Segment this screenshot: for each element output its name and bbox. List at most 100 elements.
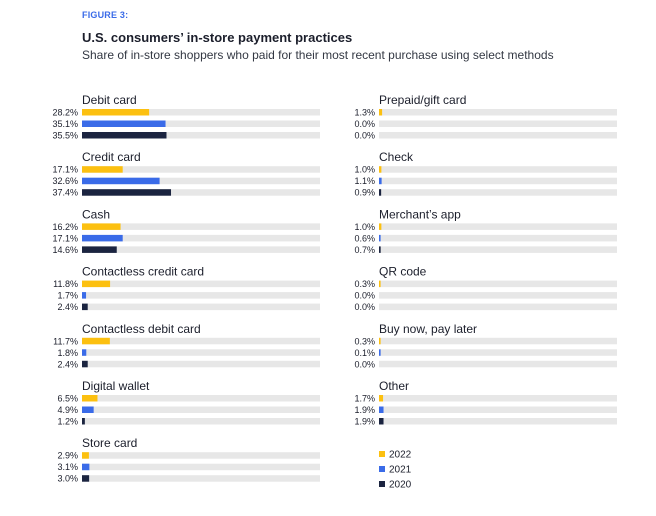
bar-track (82, 132, 320, 139)
bar-2022 (379, 337, 381, 345)
bar-2022 (82, 280, 111, 288)
bar-track (82, 337, 320, 345)
bar-track (82, 189, 320, 196)
bar-2021 (82, 349, 87, 356)
bar-track (82, 280, 320, 288)
legend: 2022 2021 2020 (379, 450, 412, 491)
value-label: 1.1% (354, 176, 375, 186)
value-label: 1.9% (354, 417, 375, 427)
bar-track (82, 120, 320, 127)
value-label: 11.7% (53, 336, 78, 346)
bar-track (379, 337, 617, 345)
legend-label-2021: 2021 (389, 465, 412, 476)
bar-2021 (82, 406, 94, 413)
bar-2020 (82, 246, 117, 253)
value-label: 0.0% (354, 359, 375, 369)
category-label: Credit card (82, 150, 141, 164)
bar-2022 (82, 109, 150, 116)
category-label: QR code (379, 265, 427, 279)
value-label: 3.1% (57, 462, 78, 472)
value-label: 1.7% (354, 394, 375, 404)
bar-track (82, 177, 320, 185)
category-group-qr-code: QR code 0.3% 0.0%0.0% (354, 265, 617, 312)
legend-swatch-2022 (379, 451, 385, 457)
chart-subtitle: Share of in-store shoppers who paid for … (82, 48, 554, 62)
category-group-buy-now-pay-later: Buy now, pay later 0.3% 0.1%0.0% (354, 322, 617, 369)
category-group-digital-wallet: Digital wallet 6.5%4.9% 1.2% (57, 379, 320, 427)
value-label: 32.6% (52, 176, 78, 186)
bar-track (82, 418, 320, 425)
bar-2020 (82, 303, 88, 311)
value-label: 1.0% (354, 165, 375, 175)
bar-2021 (379, 177, 382, 185)
value-label: 0.1% (354, 348, 375, 358)
category-group-check: Check 1.0%1.1% 0.9% (354, 150, 617, 198)
bar-track (82, 166, 320, 173)
category-group-contactless-credit-card: Contactless credit card 11.8% 1.7%2.4% (53, 265, 320, 312)
bar-track (379, 177, 617, 185)
bar-track (82, 292, 320, 299)
bar-track (82, 463, 320, 471)
bar-2022 (82, 452, 89, 459)
legend-label-2020: 2020 (389, 480, 412, 491)
value-label: 0.0% (354, 291, 375, 301)
bar-track (379, 189, 617, 196)
bar-2020 (379, 246, 381, 253)
bar-track (82, 223, 320, 230)
value-label: 14.6% (52, 245, 78, 255)
bar-2021 (82, 234, 123, 242)
value-label: 0.6% (354, 233, 375, 243)
value-label: 0.7% (354, 245, 375, 255)
bar-2021 (379, 349, 381, 356)
value-label: 11.8% (53, 279, 78, 289)
bar-2021 (82, 292, 87, 299)
bar-track (82, 406, 320, 413)
bar-track (82, 475, 320, 482)
bar-2022 (82, 166, 123, 173)
bar-2022 (379, 280, 381, 288)
bar-2021 (82, 463, 90, 471)
bar-track (82, 349, 320, 356)
bar-track (379, 303, 617, 311)
legend-swatch-2020 (379, 481, 385, 487)
bar-2020 (82, 132, 167, 139)
value-label: 2.4% (57, 302, 78, 312)
value-label: 0.0% (354, 131, 375, 141)
category-group-debit-card: Debit card 28.2%35.1% 35.5% (52, 93, 320, 141)
bar-2022 (82, 395, 98, 402)
bar-track (379, 234, 617, 242)
bar-track (379, 418, 617, 425)
bar-track (379, 166, 617, 173)
value-label: 17.1% (52, 165, 78, 175)
bar-track (82, 360, 320, 368)
bar-2021 (82, 177, 160, 185)
chart-title: U.S. consumers’ in-store payment practic… (82, 30, 353, 45)
bar-track (82, 246, 320, 253)
bar-track (82, 303, 320, 311)
bar-2021 (82, 120, 166, 127)
bar-track (379, 120, 617, 127)
category-label: Debit card (82, 93, 137, 107)
category-group-credit-card: Credit card 17.1%32.6% 37.4% (52, 150, 320, 198)
category-group-merchant-s-app: Merchant’s app 1.0%0.6% 0.7% (354, 207, 617, 255)
category-label: Check (379, 150, 414, 164)
category-group-contactless-debit-card: Contactless debit card 11.7% 1.8%2.4% (53, 322, 320, 369)
value-label: 0.0% (354, 119, 375, 129)
bar-2022 (379, 395, 384, 402)
legend-swatch-2021 (379, 466, 385, 472)
bar-track (379, 292, 617, 299)
value-label: 3.0% (57, 474, 78, 484)
bar-track (379, 109, 617, 116)
value-label: 1.3% (354, 108, 375, 118)
bar-track (379, 280, 617, 288)
value-label: 16.2% (52, 222, 78, 232)
figure-label: FIGURE 3: (82, 10, 129, 20)
category-label: Store card (82, 436, 137, 450)
bar-2021 (379, 234, 381, 242)
category-label: Contactless debit card (82, 322, 201, 336)
bar-2022 (82, 337, 110, 345)
category-label: Merchant’s app (379, 207, 461, 221)
